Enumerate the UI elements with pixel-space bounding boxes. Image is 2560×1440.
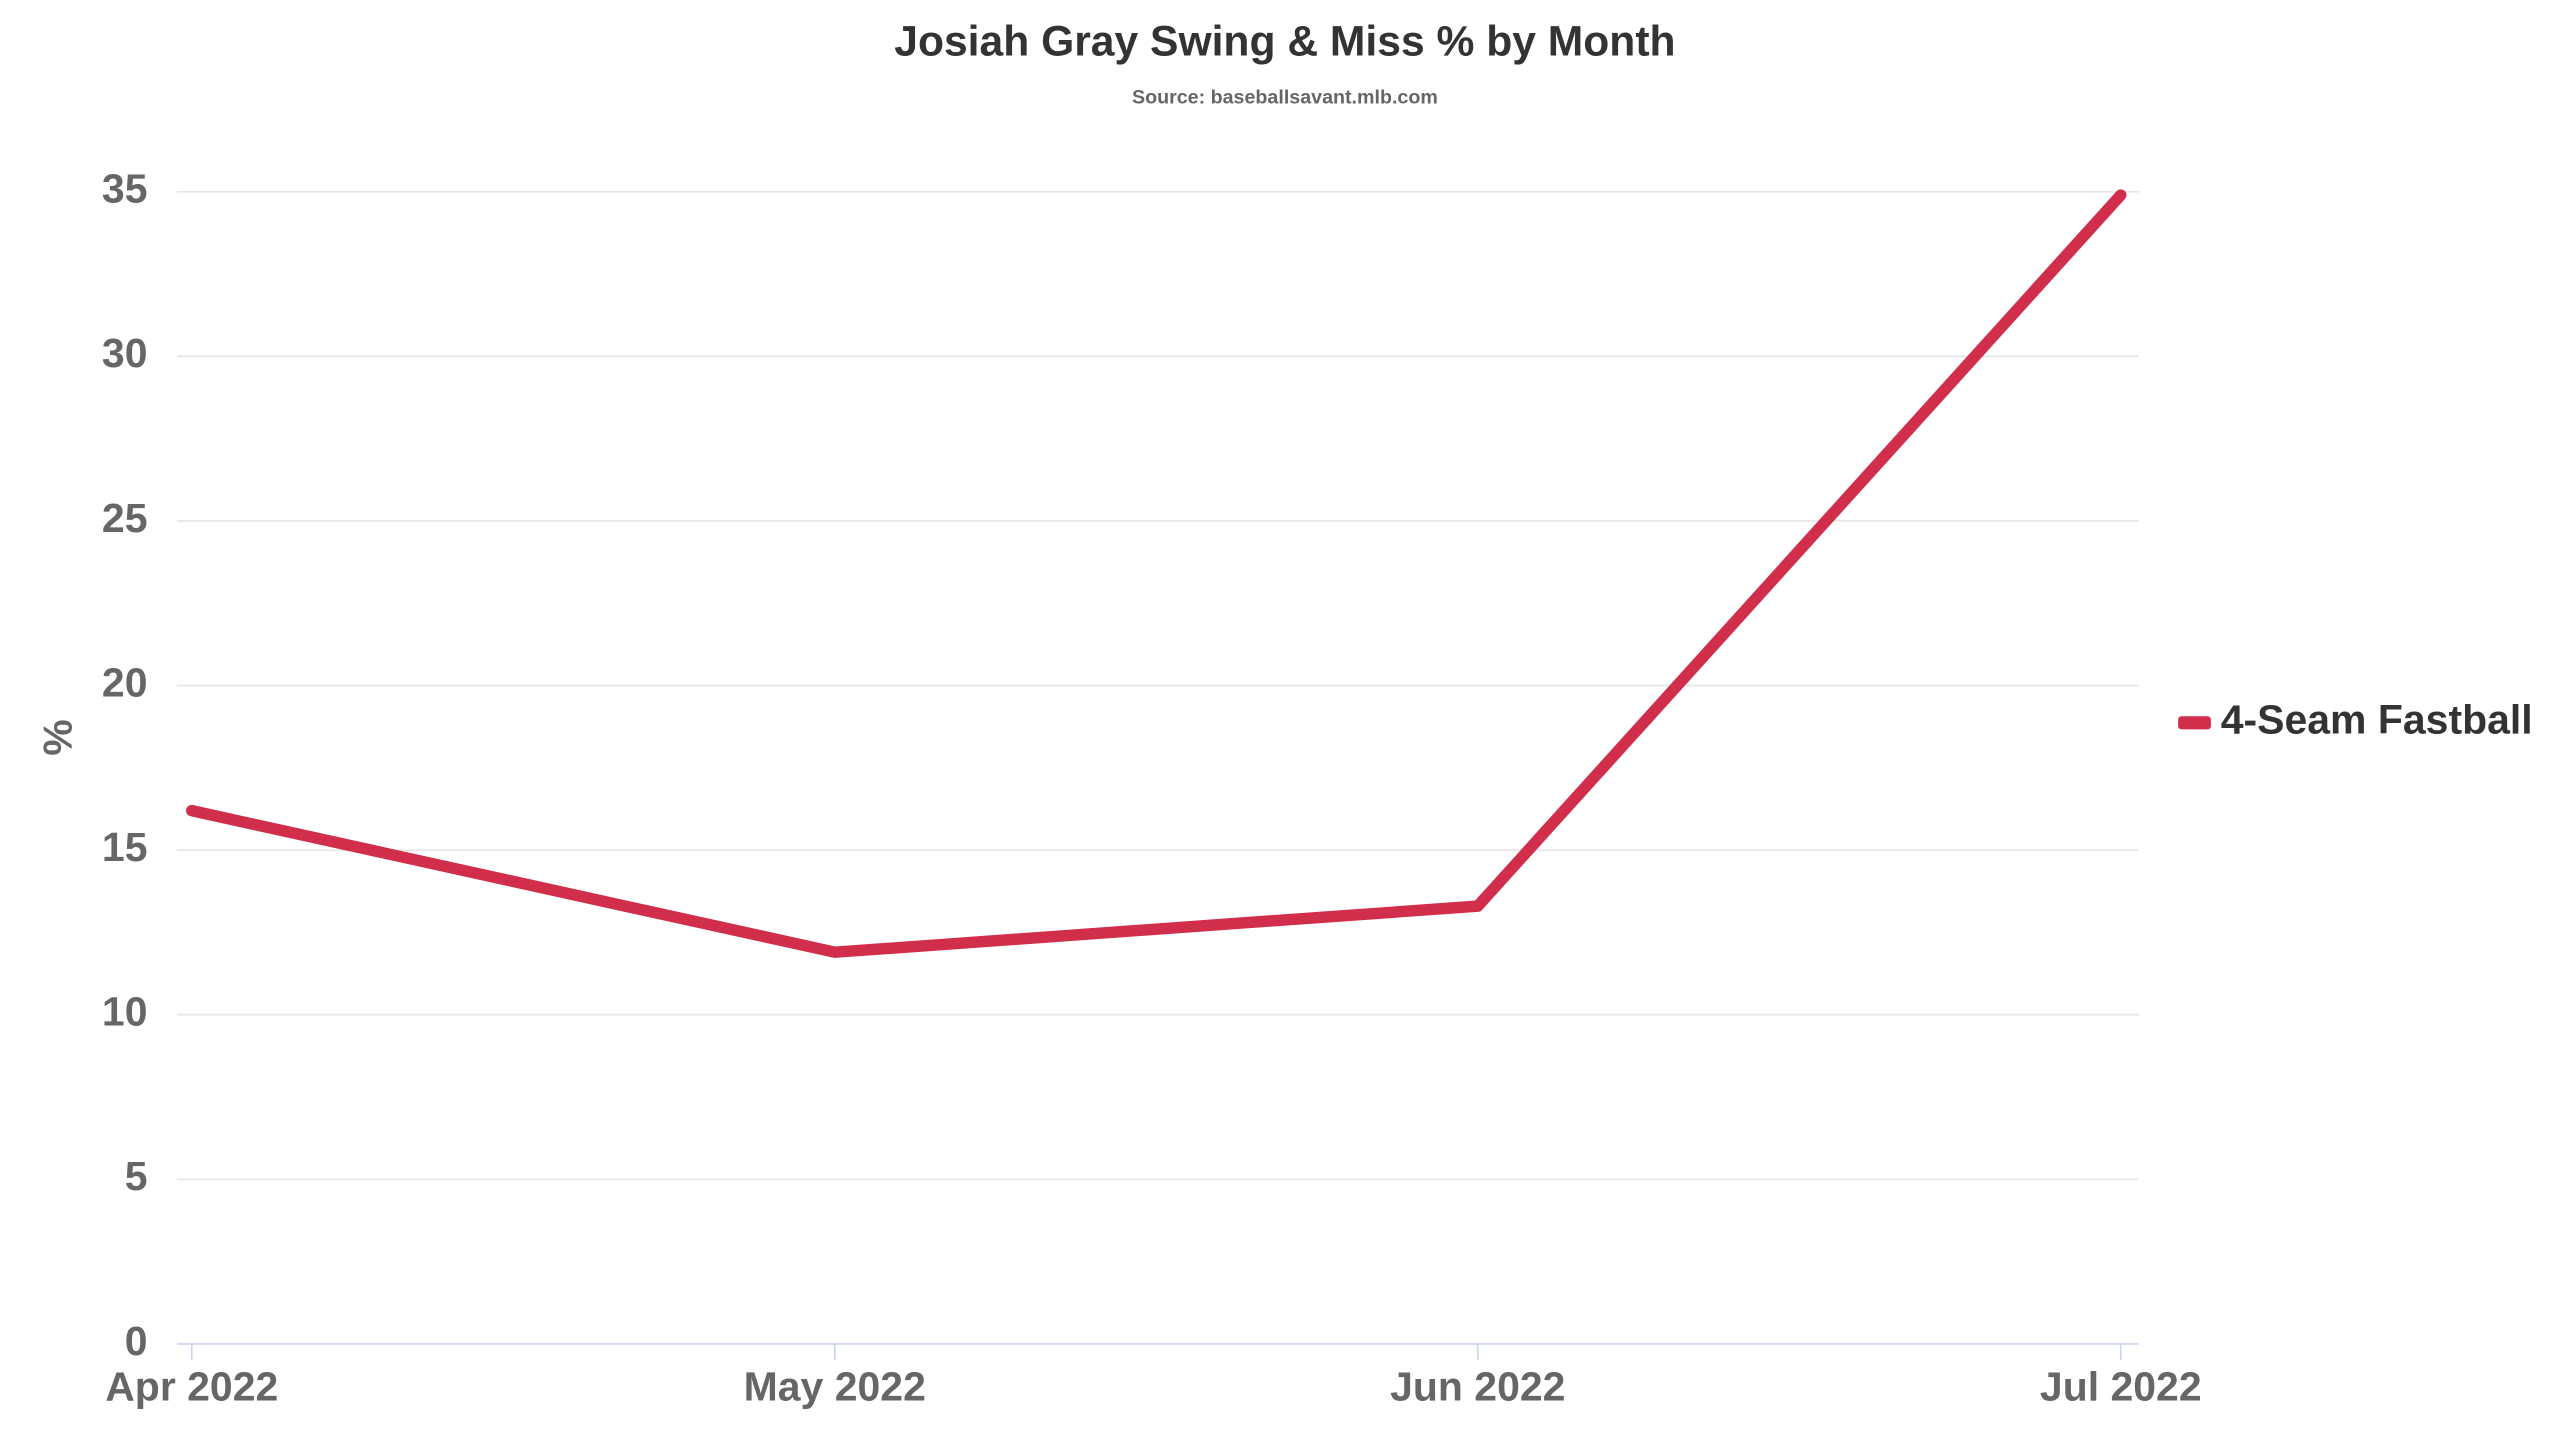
y-tick-label: 35 [102, 166, 148, 212]
chart-title: Josiah Gray Swing & Miss % by Month [894, 18, 1675, 66]
x-tick-label: Jul 2022 [2040, 1364, 2202, 1410]
x-tick-label: May 2022 [744, 1364, 926, 1410]
y-tick-label: 15 [102, 824, 148, 870]
legend-label: 4-Seam Fastball [2221, 697, 2533, 743]
y-tick-label: 5 [125, 1153, 148, 1199]
data-line [186, 189, 2127, 958]
y-tick-label: 0 [125, 1318, 148, 1364]
x-tick-label: Jun 2022 [1390, 1364, 1565, 1410]
y-tick-label: 10 [102, 989, 148, 1035]
y-tick-label: 30 [102, 330, 148, 376]
y-tick-label: 25 [102, 495, 148, 541]
y-axis-label: % [34, 719, 80, 755]
chart-subtitle: Source: baseballsavant.mlb.com [1132, 87, 1438, 109]
legend-swatch [2178, 716, 2211, 730]
y-tick-label: 20 [102, 659, 148, 705]
x-tick-label: Apr 2022 [105, 1364, 278, 1410]
